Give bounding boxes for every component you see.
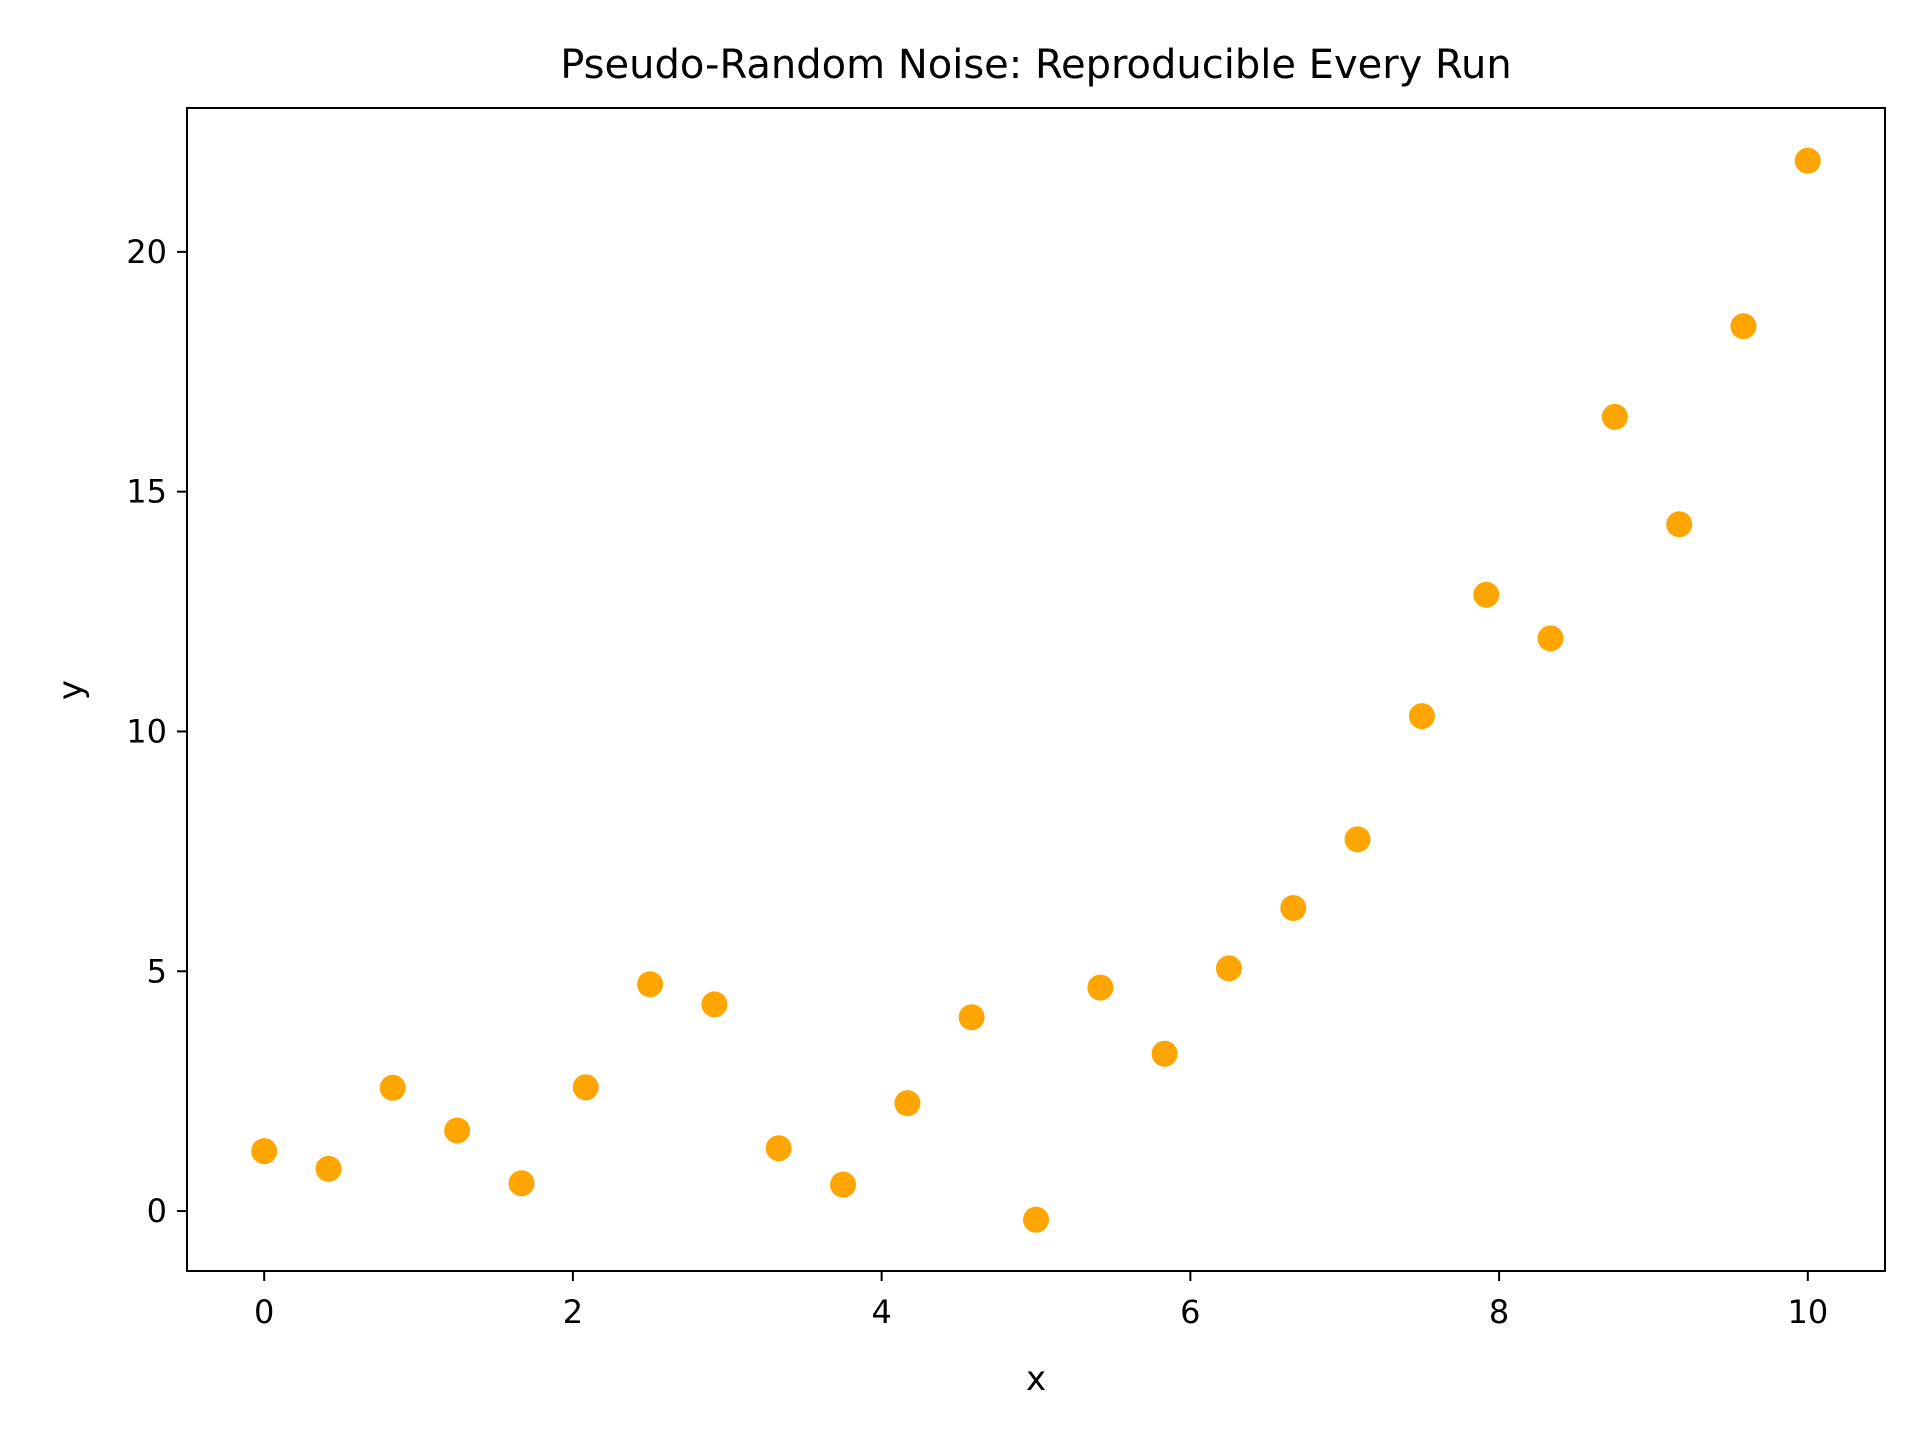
x-tick-label: 6 (1180, 1293, 1200, 1331)
x-tick-label: 0 (254, 1293, 274, 1331)
y-tick-label: 10 (126, 712, 167, 750)
data-point (572, 1074, 599, 1101)
data-point (637, 971, 664, 998)
data-point (1730, 313, 1757, 340)
data-point (1794, 147, 1821, 174)
x-axis-label: x (1026, 1359, 1046, 1399)
data-point (830, 1171, 857, 1198)
x-tick-label: 2 (563, 1293, 583, 1331)
data-point (701, 991, 728, 1018)
data-point (251, 1138, 278, 1165)
data-point (1087, 974, 1114, 1001)
data-point (1023, 1206, 1049, 1233)
y-tick-label: 0 (147, 1192, 167, 1230)
data-point (1666, 511, 1693, 538)
plot-frame (186, 107, 1886, 1272)
data-point (379, 1074, 406, 1101)
data-point (1408, 703, 1435, 730)
data-point (1215, 955, 1242, 982)
data-point (894, 1090, 921, 1117)
data-point (1537, 625, 1564, 652)
data-point (315, 1155, 342, 1182)
plot-area: 0 2 4 6 8 10 0 5 10 15 20 (126, 147, 1828, 1331)
data-point (1280, 894, 1307, 921)
data-point (1473, 581, 1500, 608)
y-tick-label: 5 (147, 952, 167, 990)
data-point (508, 1170, 535, 1197)
y-tick-label: 15 (126, 473, 167, 511)
data-point (1601, 403, 1628, 430)
data-point (765, 1135, 792, 1162)
y-axis-label: y (51, 680, 91, 700)
y-tick-label: 20 (126, 233, 167, 271)
data-point (1151, 1040, 1178, 1067)
data-point (958, 1004, 985, 1031)
chart-title: Pseudo-Random Noise: Reproducible Every … (560, 42, 1512, 88)
data-point (444, 1117, 471, 1144)
data-point (1344, 826, 1371, 853)
x-tick-label: 4 (871, 1293, 891, 1331)
x-tick-label: 10 (1787, 1293, 1828, 1331)
x-tick-label: 8 (1489, 1293, 1509, 1331)
